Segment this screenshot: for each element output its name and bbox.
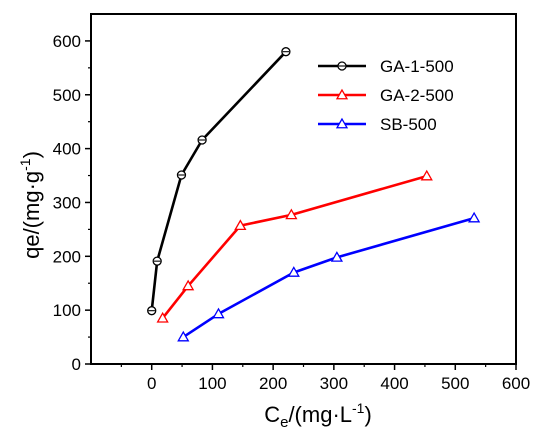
y-tick-label: 0 xyxy=(72,355,81,374)
data-point xyxy=(212,307,225,319)
x-axis-title: Ce/(mg·L-1) xyxy=(264,400,372,431)
x-tick-label: 400 xyxy=(380,374,408,393)
y-axis-title: qe/(mg·g-1) xyxy=(17,151,44,259)
data-point xyxy=(330,251,344,262)
series-line xyxy=(182,216,475,339)
data-point xyxy=(156,311,169,323)
data-point xyxy=(420,169,433,181)
legend: GA-1-500 GA-2-500 SB-500 xyxy=(318,57,454,134)
y-tick-label: 500 xyxy=(53,86,81,105)
x-tick-label: 100 xyxy=(198,374,226,393)
series-layer xyxy=(147,47,481,342)
legend-label: GA-1-500 xyxy=(380,57,454,76)
series-line xyxy=(150,50,287,311)
series-ga-1-500 xyxy=(147,47,291,316)
x-tick-label: 200 xyxy=(259,374,287,393)
x-tick-label: 500 xyxy=(441,374,469,393)
y-axis-ticks: 0 100 200 300 400 500 600 xyxy=(53,32,91,374)
legend-item: GA-1-500 xyxy=(318,57,454,76)
data-point xyxy=(182,279,195,291)
series-ga-2-500 xyxy=(156,169,433,323)
y-tick-label: 200 xyxy=(53,247,81,266)
data-point xyxy=(287,266,300,277)
y-tick-label: 300 xyxy=(53,193,81,212)
y-tick-label: 100 xyxy=(53,301,81,320)
data-point xyxy=(335,88,349,100)
series-line xyxy=(161,174,428,320)
data-point xyxy=(467,211,481,223)
y-tick-label: 400 xyxy=(53,140,81,159)
x-tick-label: 600 xyxy=(502,374,530,393)
legend-label: GA-2-500 xyxy=(380,86,454,105)
x-axis-ticks: 0 100 200 300 400 500 600 xyxy=(120,364,530,393)
data-point xyxy=(234,219,247,231)
y-tick-label: 600 xyxy=(53,32,81,51)
legend-label: SB-500 xyxy=(380,115,437,134)
data-point xyxy=(285,208,298,220)
data-point xyxy=(335,117,349,129)
legend-item: GA-2-500 xyxy=(318,86,454,105)
data-point xyxy=(177,330,190,342)
legend-item: SB-500 xyxy=(318,115,437,134)
x-tick-label: 0 xyxy=(147,374,156,393)
x-tick-label: 300 xyxy=(320,374,348,393)
series-sb-500 xyxy=(177,211,481,342)
